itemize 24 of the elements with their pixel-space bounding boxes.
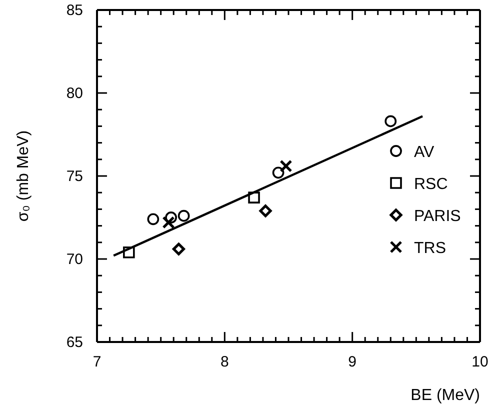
x-tick-label: 10 xyxy=(472,354,488,371)
y-tick-label: 80 xyxy=(66,84,83,102)
legend-label: AV xyxy=(414,144,434,161)
point xyxy=(123,246,135,258)
point xyxy=(162,216,175,229)
point xyxy=(259,204,272,218)
x-tick-label: 9 xyxy=(348,354,357,371)
y-tick-label: 75 xyxy=(66,168,83,185)
point xyxy=(165,212,177,224)
point xyxy=(172,242,186,256)
y-tick-label: 85 xyxy=(66,2,83,19)
y-tick-label: 65 xyxy=(66,334,83,351)
point xyxy=(248,192,260,204)
point xyxy=(384,115,397,128)
point xyxy=(178,210,190,222)
legend-label: RSC xyxy=(414,176,448,193)
legend-label: PARIS xyxy=(414,208,461,225)
x-tick-label: 8 xyxy=(220,354,229,371)
point xyxy=(147,213,160,226)
legend-label: TRS xyxy=(414,240,446,257)
x-axis-title: BE (MeV) xyxy=(410,387,480,404)
y-axis-title: σ₀ (mb MeV) xyxy=(15,130,32,222)
y-tick-label: 70 xyxy=(66,250,83,268)
x-tick-label: 7 xyxy=(92,354,102,371)
